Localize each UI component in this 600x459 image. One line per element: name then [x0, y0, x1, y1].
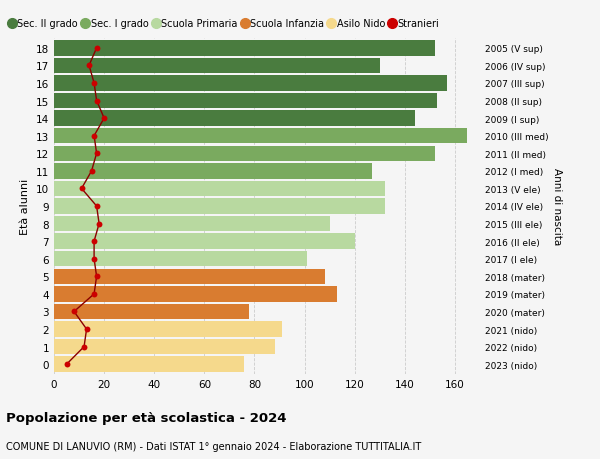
Point: [89, 133, 99, 140]
Point: [89, 80, 99, 87]
Bar: [54, 357, 244, 372]
Point: [100, 115, 109, 123]
Bar: [54, 94, 437, 109]
Bar: [54, 216, 329, 232]
Legend: Sec. II grado, Sec. I grado, Scuola Primaria, Scuola Infanzia, Asilo Nido, Stran: Sec. II grado, Sec. I grado, Scuola Prim…: [5, 16, 443, 33]
Bar: [54, 76, 448, 91]
Point: [92, 150, 101, 157]
Point: [77, 185, 86, 193]
Bar: [54, 199, 385, 214]
Bar: [54, 286, 337, 302]
Bar: [54, 322, 282, 337]
Bar: [54, 146, 435, 162]
Bar: [54, 339, 275, 355]
Y-axis label: Età alunni: Età alunni: [20, 179, 31, 235]
Point: [92, 273, 101, 280]
Point: [87, 168, 97, 175]
Point: [62, 361, 71, 368]
Bar: [54, 58, 380, 74]
Point: [92, 98, 101, 105]
Point: [89, 238, 99, 245]
Point: [82, 326, 91, 333]
Bar: [54, 304, 250, 319]
Bar: [54, 252, 307, 267]
Point: [89, 291, 99, 298]
Point: [89, 256, 99, 263]
Bar: [54, 164, 372, 179]
Bar: [54, 181, 385, 197]
Bar: [54, 41, 435, 56]
Text: COMUNE DI LANUVIO (RM) - Dati ISTAT 1° gennaio 2024 - Elaborazione TUTTITALIA.IT: COMUNE DI LANUVIO (RM) - Dati ISTAT 1° g…: [6, 441, 421, 451]
Bar: [54, 129, 467, 144]
Bar: [54, 269, 325, 285]
Point: [84, 62, 94, 70]
Point: [92, 203, 101, 210]
Point: [79, 343, 89, 351]
Y-axis label: Anni di nascita: Anni di nascita: [553, 168, 562, 245]
Point: [92, 45, 101, 52]
Point: [69, 308, 79, 315]
Point: [94, 220, 104, 228]
Bar: [54, 234, 355, 249]
Bar: [54, 111, 415, 127]
Text: Popolazione per età scolastica - 2024: Popolazione per età scolastica - 2024: [6, 412, 287, 425]
